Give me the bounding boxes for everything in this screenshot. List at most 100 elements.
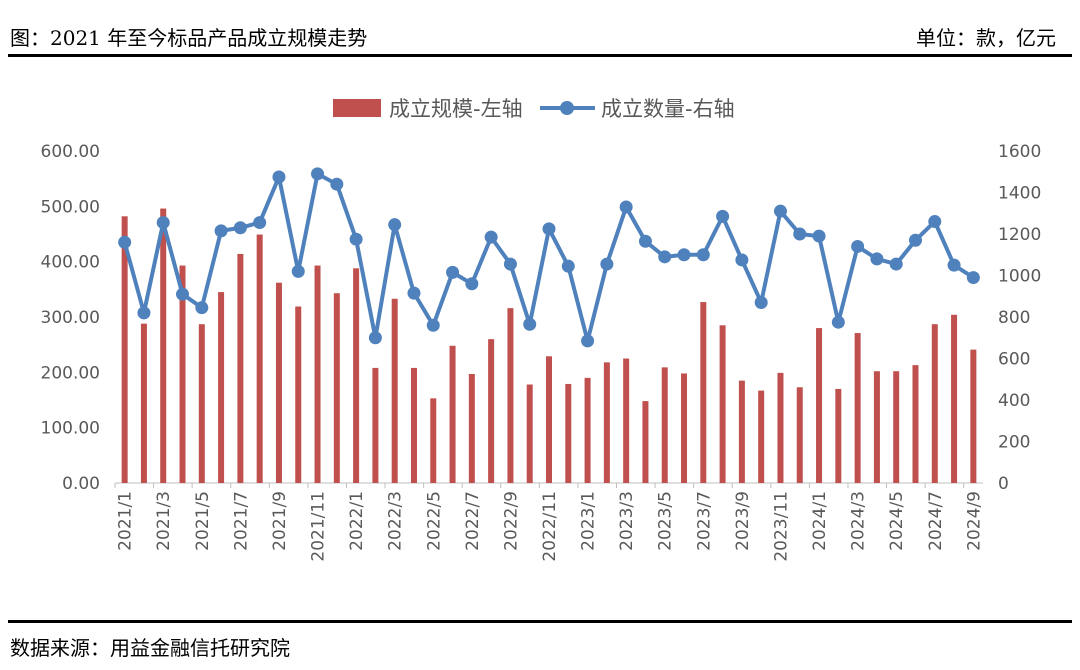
bar (719, 325, 726, 483)
x-tick-label: 2022/1 (347, 491, 367, 551)
bar (546, 356, 552, 483)
bar (372, 367, 379, 483)
x-tick-label: 2023/11 (771, 491, 791, 562)
x-tick-label: 2024/7 (926, 491, 946, 551)
x-tick-label: 2021/3 (154, 491, 174, 551)
y-left-tick-label: 200.00 (41, 363, 100, 383)
line-point (272, 170, 286, 184)
line-point (851, 239, 865, 253)
bar (430, 398, 437, 483)
bar (140, 323, 147, 483)
bar (526, 384, 533, 483)
line-point (754, 295, 768, 309)
bar (391, 298, 398, 483)
y-left-tick-label: 400.00 (41, 253, 100, 273)
line-point (214, 224, 228, 238)
x-tick-label: 2022/5 (424, 491, 444, 551)
bar (295, 306, 302, 483)
bar (854, 333, 861, 483)
line-point (388, 218, 402, 232)
line-point (716, 209, 730, 223)
line-point (176, 287, 190, 301)
bar (603, 362, 610, 483)
x-tick-label: 2023/3 (617, 491, 637, 551)
bottom-rule (8, 620, 1072, 623)
unit-label: 单位：款，亿元 (916, 26, 1056, 50)
line-point (137, 306, 151, 320)
line-point (407, 286, 421, 300)
legend-line-label: 成立数量-右轴 (601, 97, 735, 121)
bar (333, 293, 340, 483)
x-tick-label: 2021/11 (309, 491, 329, 562)
page-title: 图：2021 年至今标品产品成立规模走势 (10, 26, 368, 50)
y-left-tick-label: 300.00 (41, 308, 100, 328)
bar (777, 372, 784, 483)
line-point (542, 222, 556, 236)
bar (931, 324, 938, 483)
line-point (831, 315, 845, 329)
line-point (465, 277, 479, 291)
x-tick-label: 2023/1 (579, 491, 599, 551)
legend-bar-label: 成立规模-左轴 (389, 97, 523, 121)
bar (410, 367, 417, 483)
line-point (870, 252, 884, 266)
line-point (349, 232, 363, 246)
y-right-tick-label: 1000 (998, 267, 1041, 287)
legend-bar-swatch (333, 99, 381, 117)
bar (198, 324, 205, 483)
y-left-tick-label: 0.00 (62, 474, 100, 494)
line-point (523, 317, 537, 331)
bar (237, 253, 244, 483)
bar (700, 302, 707, 483)
bar (121, 216, 128, 483)
bar (796, 387, 803, 483)
x-tick-label: 2024/5 (887, 491, 907, 551)
legend-line-marker (560, 101, 574, 115)
line-point (638, 234, 652, 248)
bar (353, 268, 360, 483)
x-tick-label: 2023/9 (733, 491, 753, 551)
line-point (195, 301, 209, 315)
y-left-tick-label: 500.00 (41, 197, 100, 217)
x-tick-label: 2023/7 (694, 491, 714, 551)
line-point (561, 259, 575, 273)
bar (642, 401, 649, 483)
line-point (426, 318, 440, 332)
line-point (291, 264, 305, 278)
y-right-tick-label: 400 (998, 391, 1030, 411)
line-point (619, 200, 633, 214)
line-point (908, 233, 922, 247)
bar (681, 373, 688, 483)
y-right-tick-label: 0 (998, 474, 1009, 494)
y-left-tick-label: 600.00 (41, 142, 100, 162)
bar (565, 383, 572, 483)
bar (256, 234, 263, 483)
source-note: 数据来源：用益金融信托研究院 (10, 636, 290, 660)
line-point (233, 221, 247, 235)
bar (468, 373, 475, 483)
line-point (311, 167, 325, 181)
bar (218, 292, 225, 483)
bar (758, 390, 765, 483)
line-point (330, 177, 344, 191)
bar (816, 328, 823, 483)
x-tick-label: 2024/1 (810, 491, 830, 551)
line-point (735, 253, 749, 267)
y-right-tick-label: 1400 (998, 184, 1041, 204)
line-point (696, 248, 710, 262)
line-point (812, 229, 826, 243)
y-right-tick-label: 1600 (998, 142, 1041, 162)
bar (873, 371, 880, 483)
x-tick-label: 2021/1 (116, 491, 136, 551)
line-point (928, 215, 942, 229)
bar (970, 349, 977, 483)
line-point (966, 271, 980, 285)
y-right-tick-label: 1200 (998, 225, 1041, 245)
bar (623, 358, 630, 483)
line-point (600, 257, 614, 271)
line-point (446, 265, 460, 279)
bar (661, 367, 668, 483)
bar (835, 388, 842, 483)
bar (488, 339, 495, 483)
